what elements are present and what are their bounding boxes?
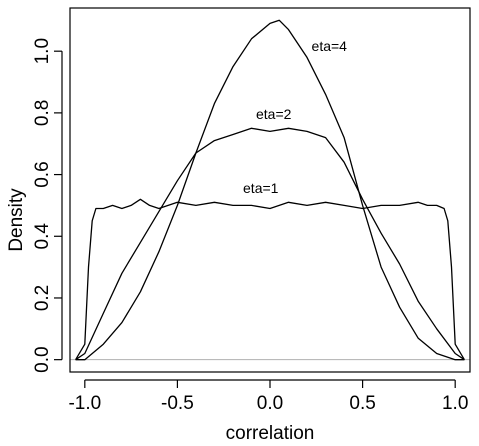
x-tick-label: 0.0 bbox=[257, 393, 283, 414]
axes: -1.0 -0.5 0.0 0.5 1.0 0.0 0.2 0.4 0.6 0.8 1.0 bbox=[32, 7, 471, 414]
x-axis-label: correlation bbox=[226, 423, 315, 444]
y-tick-label: 0.0 bbox=[32, 346, 53, 372]
series-group: eta=1 eta=2 eta=4 bbox=[75, 19, 465, 361]
y-tick-label: 0.8 bbox=[32, 100, 53, 126]
y-axis-label: Density bbox=[6, 188, 27, 252]
series-line-eta-4 bbox=[75, 19, 465, 361]
x-tick-label: 1.0 bbox=[442, 393, 468, 414]
series-label-eta-2: eta=2 bbox=[256, 106, 292, 122]
y-tick-label: 1.0 bbox=[32, 38, 53, 64]
x-tick-label: -1.0 bbox=[68, 393, 101, 414]
x-tick-label: -0.5 bbox=[161, 393, 194, 414]
plot-frame bbox=[69, 7, 471, 373]
series-line-eta-1 bbox=[75, 198, 465, 361]
y-tick-label: 0.2 bbox=[32, 285, 53, 311]
y-tick-label: 0.4 bbox=[32, 223, 53, 250]
y-tick-label: 0.6 bbox=[32, 161, 53, 187]
x-tick-label: 0.5 bbox=[349, 393, 375, 414]
series-label-eta-4: eta=4 bbox=[312, 38, 348, 54]
series-line-eta-2 bbox=[75, 127, 465, 361]
series-label-eta-1: eta=1 bbox=[243, 180, 279, 196]
